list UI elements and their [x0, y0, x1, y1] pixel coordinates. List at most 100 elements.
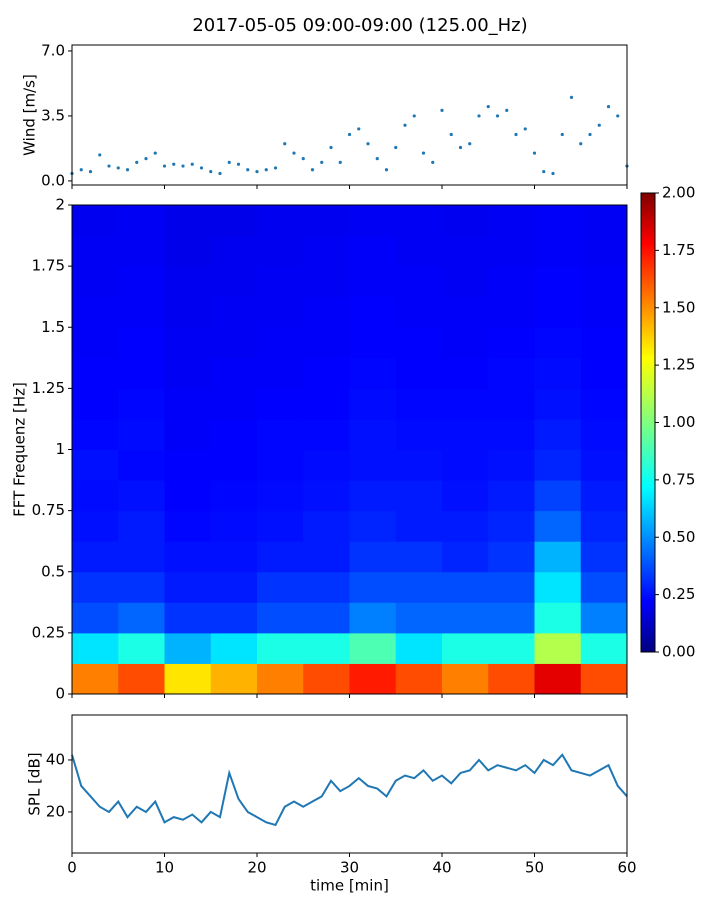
heatmap-cell	[442, 510, 489, 542]
heatmap-cell	[580, 571, 628, 603]
heatmap-cell	[72, 632, 119, 664]
heatmap-cell	[488, 510, 535, 542]
heatmap-cell	[257, 480, 304, 512]
y-tick-label: 0.75	[32, 501, 65, 519]
heatmap-cell	[442, 449, 489, 481]
heatmap-cell	[118, 510, 165, 542]
heatmap-cell	[395, 205, 443, 237]
wind-point	[320, 160, 324, 164]
wind-point	[394, 145, 398, 150]
wind-point	[458, 145, 463, 150]
wind-point	[116, 166, 120, 170]
wind-point	[449, 132, 453, 137]
wind-point	[468, 142, 472, 146]
heatmap-cell	[534, 541, 582, 573]
heatmap-cell	[395, 266, 443, 298]
heatmap-cell	[164, 357, 212, 389]
heatmap-cell	[580, 296, 628, 328]
colorbar-tick-label: 0.00	[662, 643, 695, 661]
wind-point	[486, 105, 490, 109]
wind-point	[597, 123, 601, 127]
heatmap-cell	[72, 510, 119, 542]
y-tick-label: 7.0	[41, 41, 65, 59]
wind-point	[403, 123, 407, 127]
heatmap-cell	[303, 510, 350, 542]
heatmap-cell	[580, 418, 628, 450]
x-axis-label: time [min]	[310, 877, 389, 895]
heatmap-cell	[257, 510, 304, 542]
heatmap-cell	[349, 418, 397, 450]
heatmap-cell	[164, 602, 212, 634]
heatmap-cell	[349, 357, 397, 389]
heatmap-cell	[257, 602, 304, 634]
wind-point	[440, 108, 444, 112]
heatmap-cell	[72, 449, 119, 481]
colorbar-tick-label: 1.50	[662, 298, 695, 316]
heatmap-cell	[395, 449, 443, 481]
wind-point	[301, 157, 305, 161]
wind-point	[560, 132, 564, 137]
heatmap-cell	[118, 663, 165, 695]
heatmap-cell	[395, 480, 443, 512]
wind-point	[162, 164, 167, 168]
y-tick-label: 0.5	[41, 562, 65, 580]
heatmap-cell	[395, 388, 443, 420]
y-axis-label: FFT Frequenz [Hz]	[11, 382, 29, 517]
wind-point	[431, 160, 435, 164]
heatmap-cell	[303, 357, 350, 389]
heatmap-cell	[488, 235, 535, 267]
heatmap-cell	[442, 235, 489, 267]
heatmap-cell	[303, 205, 350, 237]
heatmap-cell	[349, 266, 397, 298]
heatmap-cell	[210, 602, 258, 634]
heatmap-cell	[442, 541, 489, 573]
heatmap-cell	[164, 663, 212, 695]
colorbar-tick-label: 0.75	[662, 470, 695, 488]
heatmap-cell	[488, 541, 535, 573]
heatmap-cell	[118, 388, 165, 420]
y-tick-label: 1	[55, 440, 65, 458]
y-tick-label: 0.25	[32, 623, 65, 641]
x-tick-label: 50	[525, 859, 544, 877]
wind-point	[283, 142, 287, 146]
heatmap-cell	[580, 480, 628, 512]
wind-point	[514, 132, 518, 137]
y-axis-label: SPL [dB]	[26, 752, 44, 815]
heatmap-cell	[488, 357, 535, 389]
wind-point	[551, 171, 555, 176]
heatmap-cell	[580, 205, 628, 237]
heatmap-cell	[442, 327, 489, 359]
heatmap-cell	[349, 480, 397, 512]
heatmap-cell	[210, 235, 258, 267]
heatmap-cell	[580, 602, 628, 634]
heatmap-cell	[164, 266, 212, 298]
heatmap-cell	[534, 571, 582, 603]
heatmap-cell	[257, 205, 304, 237]
heatmap-cell	[118, 205, 165, 237]
heatmap-cell	[303, 632, 350, 664]
heatmap-cell	[210, 571, 258, 603]
heatmap-cell	[442, 663, 489, 695]
wind-point	[477, 114, 481, 118]
heatmap-cell	[164, 449, 212, 481]
heatmap-cell	[210, 480, 258, 512]
heatmap-cell	[580, 357, 628, 389]
heatmap-cell	[118, 541, 165, 573]
heatmap-cell	[210, 205, 258, 237]
heatmap-cell	[164, 296, 212, 328]
heatmap-cell	[349, 296, 397, 328]
heatmap-cell	[488, 266, 535, 298]
wind-point	[88, 170, 93, 174]
heatmap-cell	[72, 357, 119, 389]
heatmap-cell	[72, 571, 119, 603]
x-tick-label: 30	[340, 859, 359, 877]
heatmap-cell	[534, 205, 582, 237]
wind-point	[542, 170, 546, 174]
heatmap-cell	[534, 266, 582, 298]
wind-point	[190, 162, 194, 166]
heatmap-cell	[164, 235, 212, 267]
heatmap-cell	[303, 449, 350, 481]
heatmap-cell	[257, 541, 304, 573]
heatmap-cell	[442, 205, 489, 237]
